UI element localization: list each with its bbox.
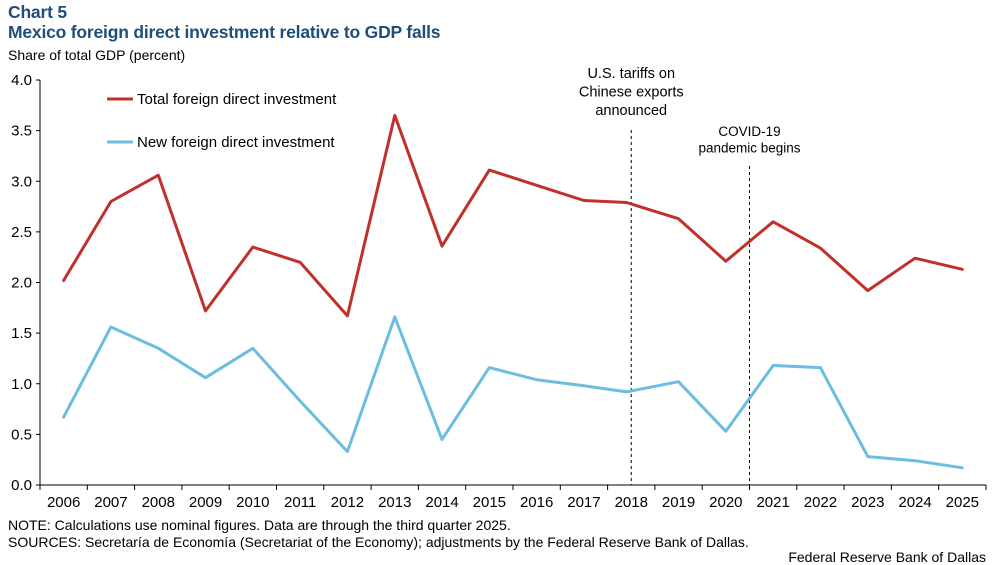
x-tick-label: 2015 <box>473 494 506 511</box>
annotation-text: U.S. tariffs on <box>587 66 675 82</box>
y-tick-label: 1.0 <box>11 376 32 393</box>
x-tick-label: 2013 <box>378 494 411 511</box>
y-tick-label: 2.5 <box>11 224 32 241</box>
x-tick-label: 2021 <box>756 494 789 511</box>
legend-item-total: Total foreign direct investment <box>107 91 337 108</box>
x-tick-label: 2020 <box>709 494 742 511</box>
x-tick-label: 2016 <box>520 494 553 511</box>
x-tick-label: 2024 <box>898 494 931 511</box>
x-tick-label: 2023 <box>851 494 884 511</box>
y-axis-unit-label: Share of total GDP (percent) <box>8 47 186 63</box>
x-tick-label: 2019 <box>662 494 695 511</box>
x-tick-label: 2014 <box>425 494 458 511</box>
x-tick-label: 2025 <box>946 494 979 511</box>
y-tick-label: 0.0 <box>11 477 32 494</box>
legend-label: Total foreign direct investment <box>137 91 337 108</box>
new-fdi-series-line <box>62 315 964 470</box>
sources-note: SOURCES: Secretaría de Economía (Secreta… <box>8 534 749 550</box>
y-tick-label: 3.5 <box>11 123 32 140</box>
annotation-text: announced <box>595 103 667 119</box>
chart-axes: 0.0 0.5 1.0 1.5 2.0 2.5 3.0 3.5 4.0 2006 2007 2008 2… <box>11 72 987 511</box>
annotation-text: pandemic begins <box>698 140 800 155</box>
chart-series <box>62 113 964 470</box>
y-tick-label: 1.5 <box>11 325 32 342</box>
y-tick-label: 2.0 <box>11 275 32 292</box>
footnote: NOTE: Calculations use nominal figures. … <box>8 517 511 533</box>
annotation-text: Chinese exports <box>579 85 684 101</box>
chart-label: Chart 5 <box>8 2 67 22</box>
x-tick-label: 2008 <box>142 494 175 511</box>
y-tick-label: 3.0 <box>11 173 32 190</box>
x-tick-label: 2022 <box>804 494 837 511</box>
x-tick-label: 2011 <box>284 494 316 511</box>
chart-annotations: U.S. tariffs on Chinese exports announced C… <box>579 66 801 485</box>
annotation-text: COVID-19 <box>718 124 780 139</box>
total-fdi-series-line <box>62 113 964 318</box>
x-tick-label: 2012 <box>331 494 364 511</box>
x-tick-label: 2017 <box>567 494 600 511</box>
x-tick-label: 2009 <box>189 494 222 511</box>
chart-title: Mexico foreign direct investment relativ… <box>8 22 441 42</box>
x-tick-label: 2010 <box>236 494 269 511</box>
x-tick-label: 2006 <box>47 494 80 511</box>
chart-legend: Total foreign direct investment New forei… <box>107 91 337 151</box>
credit-line: Federal Reserve Bank of Dallas <box>788 549 986 565</box>
legend-label: New foreign direct investment <box>137 134 335 151</box>
y-tick-label: 0.5 <box>11 426 32 443</box>
legend-item-new: New foreign direct investment <box>107 134 335 151</box>
x-tick-label: 2018 <box>615 494 648 511</box>
y-tick-label: 4.0 <box>11 72 32 89</box>
x-tick-label: 2007 <box>94 494 127 511</box>
